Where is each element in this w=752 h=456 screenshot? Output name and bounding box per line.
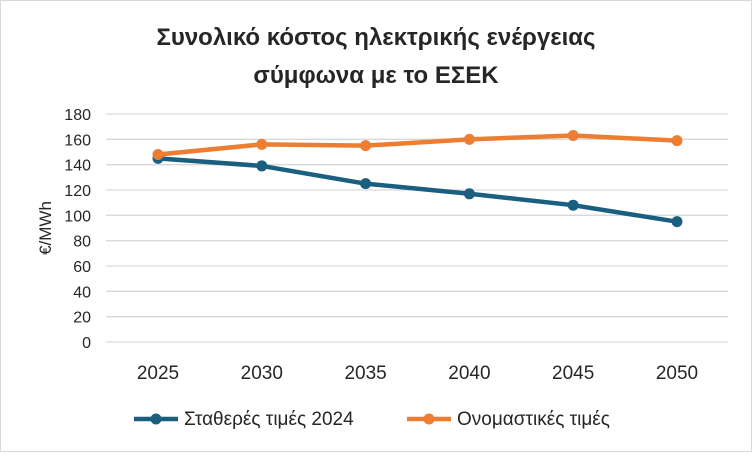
data-point bbox=[256, 160, 268, 172]
x-tick-label: 2045 bbox=[552, 363, 594, 384]
y-tick-label: 120 bbox=[64, 183, 91, 200]
y-tick-label: 20 bbox=[73, 310, 91, 327]
y-tick-label: 100 bbox=[64, 208, 91, 225]
y-tick-label: 40 bbox=[73, 284, 91, 301]
series-line bbox=[155, 156, 680, 224]
chart-title-line-2: σύμφωνα με το ΕΣΕΚ bbox=[253, 62, 499, 89]
y-tick-label: 60 bbox=[73, 259, 91, 276]
data-point bbox=[671, 216, 683, 228]
x-tick-label: 2050 bbox=[656, 363, 698, 384]
y-tick-label: 80 bbox=[73, 234, 91, 251]
chart-title-line-1: Συνολικό κόστος ηλεκτρικής ενέργειας bbox=[156, 24, 595, 51]
legend-label: Ονομαστικές τιμές bbox=[457, 409, 610, 430]
y-tick-label: 180 bbox=[64, 107, 91, 124]
data-point bbox=[463, 188, 475, 200]
data-point bbox=[152, 149, 164, 161]
series-line bbox=[155, 133, 680, 157]
data-point bbox=[256, 138, 268, 150]
data-point bbox=[567, 199, 579, 211]
data-point bbox=[463, 133, 475, 145]
data-point bbox=[360, 178, 372, 190]
data-point bbox=[360, 140, 372, 152]
y-tick-label: 140 bbox=[64, 158, 91, 175]
y-axis-label: €/MWh bbox=[36, 201, 55, 255]
x-tick-label: 2025 bbox=[137, 363, 179, 384]
data-point bbox=[671, 135, 683, 147]
legend-label: Σταθερές τιμές 2024 bbox=[184, 409, 354, 430]
x-tick-label: 2030 bbox=[241, 363, 283, 384]
legend-marker bbox=[150, 413, 162, 425]
y-tick-label: 0 bbox=[82, 335, 91, 352]
legend-marker bbox=[423, 413, 435, 425]
x-tick-label: 2035 bbox=[344, 363, 386, 384]
x-tick-label: 2040 bbox=[448, 363, 490, 384]
data-point bbox=[567, 130, 579, 142]
y-tick-label: 160 bbox=[64, 132, 91, 149]
